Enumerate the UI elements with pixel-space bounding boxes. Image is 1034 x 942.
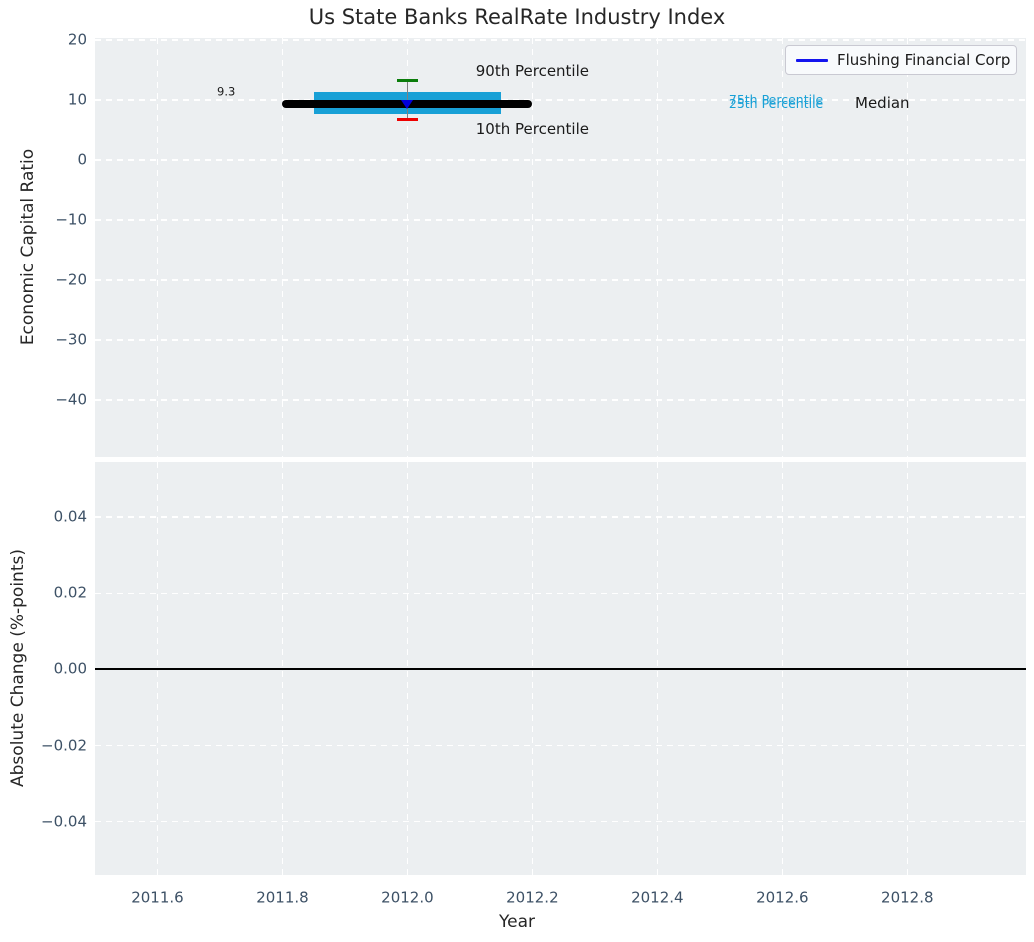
- chart-title: Us State Banks RealRate Industry Index: [308, 5, 726, 29]
- annotation-9.3: 9.3: [217, 84, 236, 99]
- x-axis-label: Year: [499, 912, 535, 932]
- y-tick-label: 0.02: [53, 583, 87, 602]
- gridline-y--0.02: [95, 744, 1026, 747]
- annotation-10th-percentile: 10th Percentile: [475, 119, 589, 138]
- annotation-median: Median: [855, 93, 910, 112]
- gridline-y-20: [95, 39, 1026, 41]
- legend: Flushing Financial Corp: [785, 45, 1017, 75]
- legend-line-swatch: [796, 58, 828, 62]
- top-axes: 9.3 90th Percentile 10th Percentile 75th Pe…: [95, 38, 1026, 457]
- gridline-x-2012.6: [781, 38, 784, 457]
- bottom-axes: [95, 462, 1026, 875]
- y-tick-label: −20: [55, 270, 87, 289]
- gridline-y--10: [95, 219, 1026, 221]
- gridline-x-2011.8: [281, 38, 284, 457]
- gridline-y-10: [95, 99, 1026, 101]
- gridline-y--20: [95, 279, 1026, 281]
- p10-cap: [396, 117, 419, 121]
- top-y-axis-label: Economic Capital Ratio: [18, 148, 38, 346]
- p90-cap: [396, 79, 419, 83]
- y-tick-label: −30: [55, 330, 87, 349]
- x-tick-label: 2012.6: [756, 888, 809, 907]
- gridline-y--30: [95, 339, 1026, 341]
- gridline-y--40: [95, 399, 1026, 401]
- gridline-x-2012.4: [656, 38, 659, 457]
- y-tick-label: 0: [77, 150, 87, 169]
- x-tick-label: 2012.8: [881, 888, 934, 907]
- y-tick-label: 20: [67, 30, 87, 49]
- y-tick-label: 10: [67, 90, 87, 109]
- x-tick-label: 2012.2: [506, 888, 559, 907]
- gridline-x-2012.8: [906, 38, 909, 457]
- y-tick-label: 0.04: [53, 507, 87, 526]
- gridline-y-0.04: [95, 516, 1026, 518]
- whisker-line: [406, 80, 409, 120]
- y-tick-label: 0.00: [53, 659, 87, 678]
- zero-line: [95, 668, 1026, 671]
- annotation-90th-percentile: 90th Percentile: [475, 62, 589, 81]
- gridline-y--0.04: [95, 820, 1026, 823]
- x-tick-label: 2012.4: [631, 888, 684, 907]
- gridline-y-0: [95, 159, 1026, 161]
- legend-label: Flushing Financial Corp: [837, 51, 1011, 69]
- annotation-75th-percentile: 75th Percentile: [728, 91, 824, 107]
- x-tick-label: 2012.0: [381, 888, 434, 907]
- y-tick-label: −0.04: [41, 812, 87, 831]
- x-tick-label: 2011.8: [256, 888, 309, 907]
- bottom-y-axis-label: Absolute Change (%-points): [8, 549, 28, 787]
- y-tick-label: −10: [55, 210, 87, 229]
- gridline-x-2012: [406, 38, 409, 457]
- y-tick-label: −0.02: [41, 736, 87, 755]
- x-tick-label: 2011.6: [131, 888, 184, 907]
- gridline-x-2011.6: [156, 38, 159, 457]
- y-tick-label: −40: [55, 390, 87, 409]
- gridline-y-0.02: [95, 592, 1026, 595]
- gridline-x-2012.2: [531, 38, 534, 457]
- annotation-25th-percentile: 25th Percentile: [728, 96, 824, 112]
- company-marker: [401, 100, 414, 110]
